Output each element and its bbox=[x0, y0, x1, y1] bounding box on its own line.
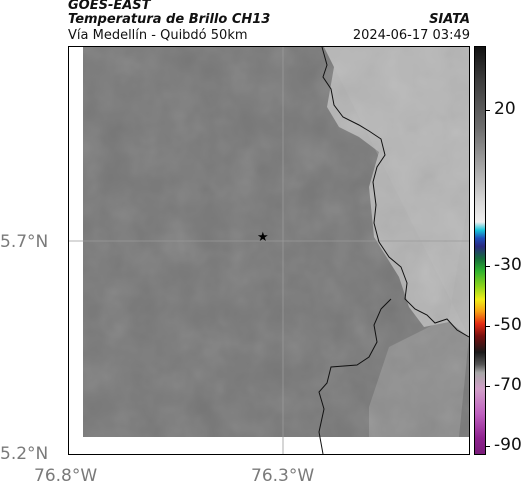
colorbar-label: 20 bbox=[494, 99, 516, 119]
map-canvas bbox=[69, 47, 469, 454]
colorbar-label: -70 bbox=[494, 375, 522, 395]
product-title: Temperatura de Brillo CH13 bbox=[68, 12, 271, 27]
satellite-title: GOES-EAST bbox=[68, 0, 151, 13]
colorbar-tick bbox=[486, 110, 490, 111]
organization-label: SIATA bbox=[429, 12, 470, 27]
colorbar-tick bbox=[486, 326, 490, 327]
colorbar-tick bbox=[486, 386, 490, 387]
xtick-label: 76.8°W bbox=[34, 466, 98, 486]
colorbar-label: -30 bbox=[494, 255, 522, 275]
colorbar-tick bbox=[486, 266, 490, 267]
region-label: Vía Medellín - Quibdó 50km bbox=[68, 28, 248, 43]
department-border bbox=[321, 47, 469, 338]
colorbar-label: -50 bbox=[494, 315, 522, 335]
xtick-label: 76.3°W bbox=[251, 466, 315, 486]
texture-overlay bbox=[83, 47, 469, 437]
timestamp-label: 2024-06-17 03:49 bbox=[352, 28, 470, 43]
ytick-label: 5.2°N bbox=[0, 444, 49, 464]
colorbar bbox=[474, 46, 486, 455]
star-icon: ★ bbox=[257, 230, 269, 245]
colorbar-tick bbox=[486, 446, 490, 447]
river-line bbox=[318, 298, 392, 454]
map-panel[interactable]: ★ bbox=[68, 46, 470, 455]
colorbar-label: -90 bbox=[494, 435, 522, 455]
ytick-label: 5.7°N bbox=[0, 232, 49, 252]
